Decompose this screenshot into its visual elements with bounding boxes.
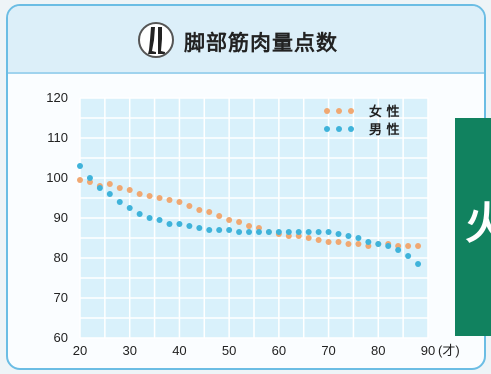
legend-marker <box>324 126 330 132</box>
female-data-point <box>126 187 133 193</box>
female-data-point <box>315 237 322 243</box>
female-data-point <box>216 213 223 219</box>
y-tick-label: 110 <box>47 130 68 145</box>
female-data-point <box>415 243 422 249</box>
legs-icon <box>138 22 174 58</box>
male-data-point <box>265 229 272 235</box>
legend-marker <box>324 108 330 114</box>
female-data-point <box>166 197 173 203</box>
chart-header: 脚部筋肉量点数 <box>8 6 484 74</box>
y-tick-label: 120 <box>46 90 68 105</box>
female-data-point <box>146 193 153 199</box>
female-data-point <box>325 239 332 245</box>
male-data-point <box>395 247 402 253</box>
male-data-point <box>146 215 153 221</box>
side-panel: 火 <box>455 118 491 336</box>
male-data-point <box>375 241 382 247</box>
male-data-point <box>196 225 203 231</box>
grid-lines <box>79 97 429 339</box>
legend-marker <box>336 126 342 132</box>
female-data-point <box>116 185 123 191</box>
x-tick-label: 70 <box>321 343 335 358</box>
female-data-point <box>156 195 163 201</box>
female-data-point <box>246 223 253 229</box>
female-data-point <box>405 243 412 249</box>
male-data-point <box>206 227 213 233</box>
x-tick-label: 90 <box>421 343 435 358</box>
male-data-point <box>295 229 302 235</box>
legend-label: 男 性 <box>369 122 400 138</box>
x-tick-label: 60 <box>272 343 286 358</box>
male-data-point <box>355 235 362 241</box>
data-points <box>77 163 422 267</box>
male-data-point <box>305 229 312 235</box>
female-data-point <box>226 217 233 223</box>
y-tick-label: 70 <box>54 290 68 305</box>
female-data-point <box>186 203 193 209</box>
male-data-point <box>415 261 422 267</box>
female-data-point <box>345 241 352 247</box>
male-data-point <box>166 221 173 227</box>
female-data-point <box>236 219 243 225</box>
side-panel-glyph: 火 <box>465 198 491 249</box>
male-data-point <box>335 231 342 237</box>
x-axis-unit: (才) <box>438 343 460 358</box>
male-data-point <box>405 253 412 259</box>
male-data-point <box>315 229 322 235</box>
legend-label: 女 性 <box>369 104 400 120</box>
male-data-point <box>385 243 392 249</box>
male-data-point <box>365 239 372 245</box>
male-data-point <box>255 229 262 235</box>
chart-title: 脚部筋肉量点数 <box>184 31 338 55</box>
female-data-point <box>176 199 183 205</box>
male-data-point <box>156 217 163 223</box>
female-data-point <box>106 181 113 187</box>
x-tick-label: 50 <box>222 343 236 358</box>
x-tick-label: 20 <box>73 343 87 358</box>
y-tick-label: 80 <box>54 250 68 265</box>
male-data-point <box>176 221 183 227</box>
male-data-point <box>345 233 352 239</box>
legend-marker <box>348 108 354 114</box>
y-tick-label: 100 <box>46 170 68 185</box>
male-data-point <box>77 163 83 169</box>
female-data-point <box>136 191 143 197</box>
x-tick-label: 30 <box>122 343 136 358</box>
male-data-point <box>106 191 113 197</box>
male-data-point <box>246 229 253 235</box>
legend-marker <box>348 126 354 132</box>
female-data-point <box>77 177 83 183</box>
female-data-point <box>206 209 213 215</box>
legend: 女 性男 性 <box>324 104 400 138</box>
y-tick-label: 60 <box>54 330 68 345</box>
male-data-point <box>96 185 103 191</box>
male-data-point <box>186 223 193 229</box>
male-data-point <box>285 229 292 235</box>
x-tick-label: 80 <box>371 343 385 358</box>
male-data-point <box>126 205 133 211</box>
female-data-point <box>335 239 342 245</box>
female-data-point <box>305 235 312 241</box>
male-data-point <box>275 229 282 235</box>
legend-marker <box>336 108 342 114</box>
x-axis-ticks: 20 30 40 50 60 70 80 90 <box>73 343 435 358</box>
y-axis-ticks: 60 70 80 90 100 110 120 <box>46 90 68 345</box>
male-data-point <box>216 227 223 233</box>
male-data-point <box>136 211 143 217</box>
male-data-point <box>325 229 332 235</box>
female-data-point <box>355 241 362 247</box>
male-data-point <box>226 227 233 233</box>
male-data-point <box>236 229 243 235</box>
y-tick-label: 90 <box>54 210 68 225</box>
male-data-point <box>86 175 93 181</box>
male-data-point <box>116 199 123 205</box>
x-tick-label: 40 <box>172 343 186 358</box>
female-data-point <box>196 207 203 213</box>
